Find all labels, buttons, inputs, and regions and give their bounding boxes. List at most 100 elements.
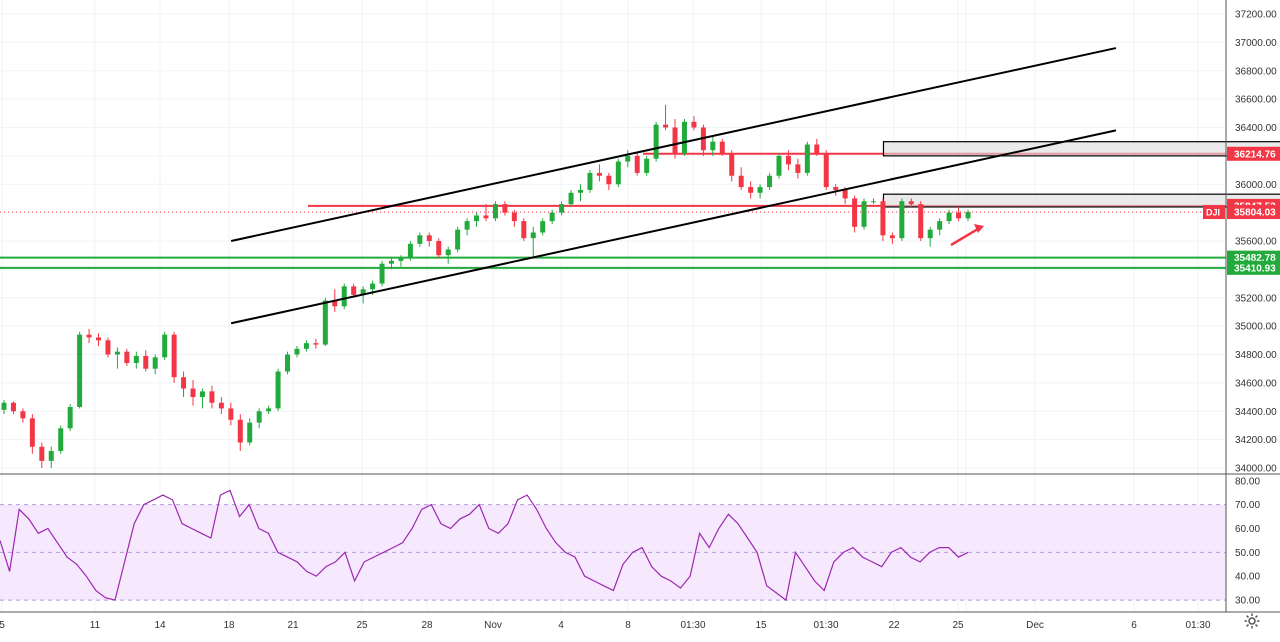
candle-body: [181, 377, 187, 389]
candle-body: [133, 355, 139, 364]
rsi-tick-label: 50.00: [1235, 548, 1260, 559]
rsi-pane[interactable]: [0, 489, 1226, 602]
candle-body: [852, 198, 858, 227]
price-tick-label: 36600.00: [1235, 95, 1277, 106]
candle-body: [559, 204, 565, 213]
settings-button[interactable]: [1240, 609, 1264, 633]
level-tag-label: 35482.78: [1234, 253, 1276, 264]
candle-body: [483, 215, 489, 219]
level-tag: [1227, 260, 1280, 275]
candle-body: [861, 201, 867, 227]
candle-body: [407, 243, 413, 259]
price-tick-label: 34800.00: [1235, 350, 1277, 361]
candle-body: [625, 155, 631, 162]
candle-body: [266, 408, 272, 412]
candle-body: [351, 286, 357, 295]
symbol-tag-label: DJI: [1206, 208, 1220, 218]
price-axis[interactable]: 37200.00 37000.00 36800.00 36600.00 36400.00…: [1203, 0, 1280, 612]
price-tick-label: 34000.00: [1235, 464, 1277, 475]
candle-body: [795, 164, 801, 173]
candle-body: [748, 187, 754, 193]
candle-body: [511, 212, 517, 222]
rsi-line: [0, 489, 969, 602]
candle-body: [322, 300, 328, 345]
candle-body: [124, 351, 130, 364]
candle-body: [804, 144, 810, 173]
time-tick-label: 11: [90, 620, 101, 631]
price-tick-label: 37200.00: [1235, 10, 1277, 21]
candle-body: [578, 189, 584, 193]
candle-body: [823, 153, 829, 188]
candle-body: [96, 337, 102, 341]
rsi-tick-label: 60.00: [1235, 524, 1260, 535]
time-tick-label: 8: [625, 620, 631, 631]
candle-body: [10, 402, 16, 412]
time-tick-label: 01:30: [813, 620, 838, 631]
price-tick-label: 36400.00: [1235, 123, 1277, 134]
candle-body: [502, 204, 508, 213]
price-tick-label: 34400.00: [1235, 407, 1277, 418]
candle-body: [370, 283, 376, 290]
rsi-tick-label: 40.00: [1235, 572, 1260, 583]
candle-body: [908, 201, 914, 205]
candle-body: [833, 187, 839, 190]
candle-body: [889, 235, 895, 239]
candle-body: [209, 391, 215, 403]
candle-body: [360, 289, 366, 295]
candle-body: [946, 212, 952, 222]
candle-body: [663, 124, 669, 128]
zone-box: [882, 193, 1280, 208]
candle-body: [48, 450, 54, 461]
price-tick-label: 34200.00: [1235, 435, 1277, 446]
candle-body: [171, 334, 177, 378]
candle-body: [710, 141, 716, 151]
candle-body: [162, 334, 168, 358]
time-tick-label: 22: [888, 620, 900, 631]
candle-body: [275, 371, 281, 409]
time-tick-label: Nov: [484, 620, 502, 631]
time-tick-label: 6: [1131, 620, 1137, 631]
candle-body: [918, 204, 924, 239]
channel-line: [230, 129, 1117, 325]
candle-body: [719, 141, 725, 154]
candle-body: [568, 192, 574, 205]
candle-body: [77, 334, 83, 407]
candle-body: [870, 201, 876, 203]
price-tick-label: 35600.00: [1235, 237, 1277, 248]
price-tick-label: 37000.00: [1235, 38, 1277, 49]
candle-body: [190, 388, 196, 398]
gear-icon: [1244, 613, 1260, 629]
candle-body: [199, 391, 205, 398]
candle-body: [596, 172, 602, 176]
candle-body: [39, 446, 45, 461]
candle-body: [67, 406, 73, 429]
candle-body: [398, 258, 404, 261]
candle-body: [729, 153, 735, 176]
candle-body: [880, 201, 886, 236]
candle-body: [20, 411, 26, 419]
candle-body: [332, 300, 338, 307]
time-tick-label: 18: [223, 620, 235, 631]
candle-body: [587, 172, 593, 190]
time-axis[interactable]: 5 11 14 18 21 25 28 Nov 4 8 01:30 15 01:30 22 25 Dec 6 01…: [0, 611, 1280, 631]
candle-body: [474, 215, 480, 222]
symbol-tag: [1203, 205, 1225, 220]
price-tick-label: 35200.00: [1235, 293, 1277, 304]
candle-body: [549, 212, 555, 222]
candle-body: [1, 402, 7, 410]
time-tick-label: 21: [287, 620, 299, 631]
rsi-band: [0, 504, 1226, 601]
level-tag-label: 36214.76: [1234, 149, 1276, 160]
time-tick-label: 4: [558, 620, 564, 631]
candle-body: [634, 155, 640, 173]
candle-body: [228, 408, 234, 420]
candle-body: [776, 155, 782, 176]
candle-body: [256, 411, 262, 423]
candle-body: [492, 204, 498, 219]
candle-body: [417, 235, 423, 244]
candle-body: [218, 402, 224, 409]
candle-body: [521, 221, 527, 239]
candle-body: [691, 121, 697, 128]
